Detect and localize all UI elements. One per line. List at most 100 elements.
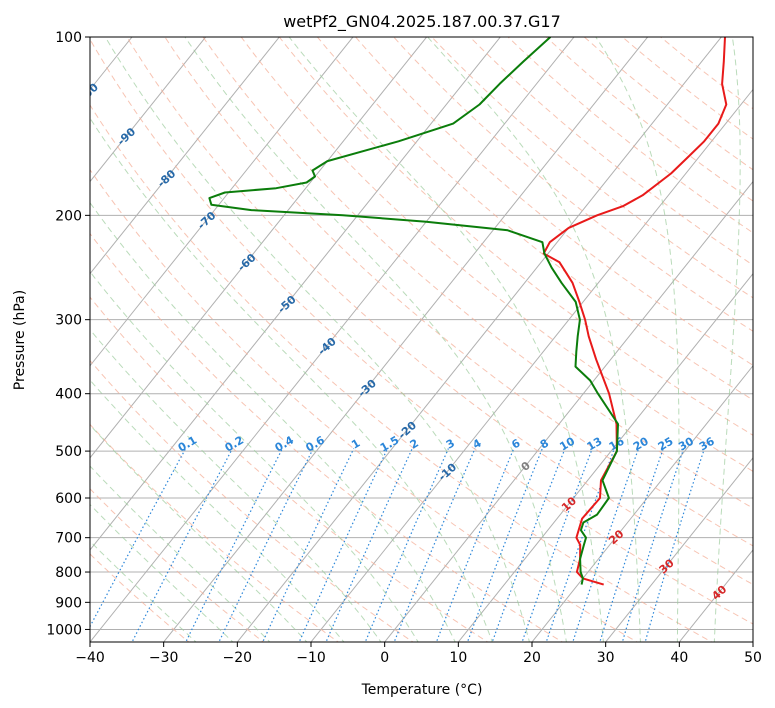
- moist-adiabat-line: [90, 424, 308, 642]
- x-tick-label: −40: [75, 650, 105, 666]
- mixing-ratio-lines: [90, 448, 706, 642]
- isotherm-label: -100: [72, 81, 101, 109]
- mixing-ratio-label: 4: [471, 436, 484, 451]
- mixing-ratio-line: [393, 448, 476, 642]
- isotherm-label: -60: [235, 251, 259, 274]
- dry-adiabat-line: [90, 488, 265, 642]
- isotherm-line: [90, 37, 428, 459]
- dry-adiabat-line: [545, 37, 753, 202]
- moist-adiabat-line: [595, 37, 680, 642]
- y-tick-label: 200: [55, 208, 82, 224]
- dry-adiabat-line: [202, 37, 753, 509]
- moist-adiabat-line: [104, 37, 530, 642]
- mixing-ratio-label: 2: [408, 437, 421, 452]
- isotherm-label: 30: [657, 556, 677, 576]
- isotherm-label: -90: [115, 125, 139, 148]
- isotherm-line: [236, 37, 722, 642]
- isotherm-label: -50: [275, 293, 299, 316]
- y-axis-label: Pressure (hPa): [12, 290, 28, 390]
- mixing-ratio-label: 1: [349, 437, 362, 452]
- moist-adiabat-line: [90, 465, 271, 642]
- dry-adiabat-line: [90, 104, 713, 642]
- isotherm-label: -30: [356, 377, 380, 400]
- moist-adiabat-line: [427, 37, 641, 642]
- x-tick-label: −30: [149, 650, 179, 666]
- mixing-ratio-line: [131, 448, 234, 642]
- dry-adiabat-line: [90, 296, 489, 642]
- dry-adiabat-line: [90, 38, 753, 625]
- y-tick-label: 300: [55, 313, 82, 329]
- isotherm-line: [90, 37, 280, 275]
- moist-adiabat-line: [90, 540, 197, 642]
- dry-adiabat-line: [90, 359, 414, 642]
- dry-adiabats: [90, 37, 753, 642]
- x-tick-label: 10: [449, 650, 467, 666]
- dry-adiabat-line: [240, 37, 753, 472]
- dry-adiabat-line: [659, 37, 753, 110]
- y-tick-label: 800: [55, 565, 82, 581]
- y-tick-label: 900: [55, 595, 82, 611]
- plot-frame: [89, 36, 754, 643]
- dry-adiabat-line: [90, 232, 564, 642]
- isotherm-label: -10: [436, 460, 460, 483]
- mixing-ratio-line: [644, 448, 706, 642]
- y-tick-label: 500: [55, 444, 82, 460]
- mixing-ratio-line: [521, 448, 593, 642]
- isotherm-label: -20: [396, 419, 420, 442]
- isotherm-line: [163, 37, 649, 642]
- x-tick-label: 50: [744, 650, 762, 666]
- x-tick-label: 30: [597, 650, 615, 666]
- moist-adiabat-line: [184, 37, 568, 642]
- isotherm-line: [531, 364, 753, 642]
- isotherm-line: [678, 549, 753, 642]
- y-tick-label: 700: [55, 531, 82, 547]
- dry-adiabat-line: [354, 37, 753, 366]
- mixing-ratio-line: [491, 448, 566, 642]
- isotherm-lines: [90, 37, 753, 642]
- moist-adiabat-line: [90, 201, 456, 642]
- y-tick-label: 600: [55, 491, 82, 507]
- moist-adiabat-line: [288, 37, 605, 642]
- mixing-ratio-line: [621, 448, 685, 642]
- moist-adiabat-line: [713, 37, 741, 642]
- isotherm-line: [752, 641, 753, 642]
- x-axis-label: Temperature (°C): [361, 682, 483, 698]
- mixing-ratio-line: [545, 448, 615, 642]
- x-tick-label: 40: [670, 650, 688, 666]
- y-tick-label: 100: [55, 30, 82, 46]
- moist-adiabat-line: [90, 503, 234, 642]
- mixing-ratio-line: [572, 448, 640, 642]
- isotherm-label: -80: [155, 167, 179, 190]
- isotherm-line: [90, 37, 575, 642]
- dewpoint-profile-line: [208, 37, 619, 585]
- isotherm-label: -70: [195, 209, 219, 232]
- dry-adiabat-line: [469, 37, 753, 266]
- mixing-ratio-line: [262, 448, 355, 642]
- y-tick-label: 400: [55, 387, 82, 403]
- mixing-ratio-line: [466, 448, 543, 642]
- mixing-ratio-line: [218, 448, 314, 642]
- y-tick-label: 1000: [46, 622, 82, 638]
- sounding-profiles: [208, 37, 728, 586]
- isotherm-label: 40: [709, 583, 729, 603]
- mixing-ratio-label: 8: [538, 437, 551, 452]
- x-tick-label: −10: [296, 650, 326, 666]
- mixing-ratio-line: [599, 448, 664, 642]
- isotherm-label: 10: [559, 494, 579, 514]
- moist-adiabat-line: [90, 117, 493, 642]
- moist-adiabat-line: [90, 270, 419, 642]
- isotherm-line: [384, 180, 753, 642]
- x-axis: −40 −30 −20 −10 0 10 20 30 40 50: [75, 642, 762, 666]
- dry-adiabat-line: [278, 37, 753, 436]
- plot-area: 0.1 0.2 0.4 0.6 1 1.5 2 3 4 6 8 10 13 16 20 25 30 36-100-…: [72, 37, 753, 642]
- temperature-profile-line: [542, 37, 728, 586]
- dry-adiabat-line: [164, 37, 753, 547]
- isotherm-line: [90, 37, 207, 183]
- isotherm-line: [457, 272, 753, 642]
- isotherm-line: [605, 457, 753, 642]
- moist-adiabat-line: [90, 328, 382, 642]
- moist-adiabats: [90, 37, 741, 642]
- isotherm-line: [90, 37, 354, 367]
- isotherm-line: [310, 88, 753, 642]
